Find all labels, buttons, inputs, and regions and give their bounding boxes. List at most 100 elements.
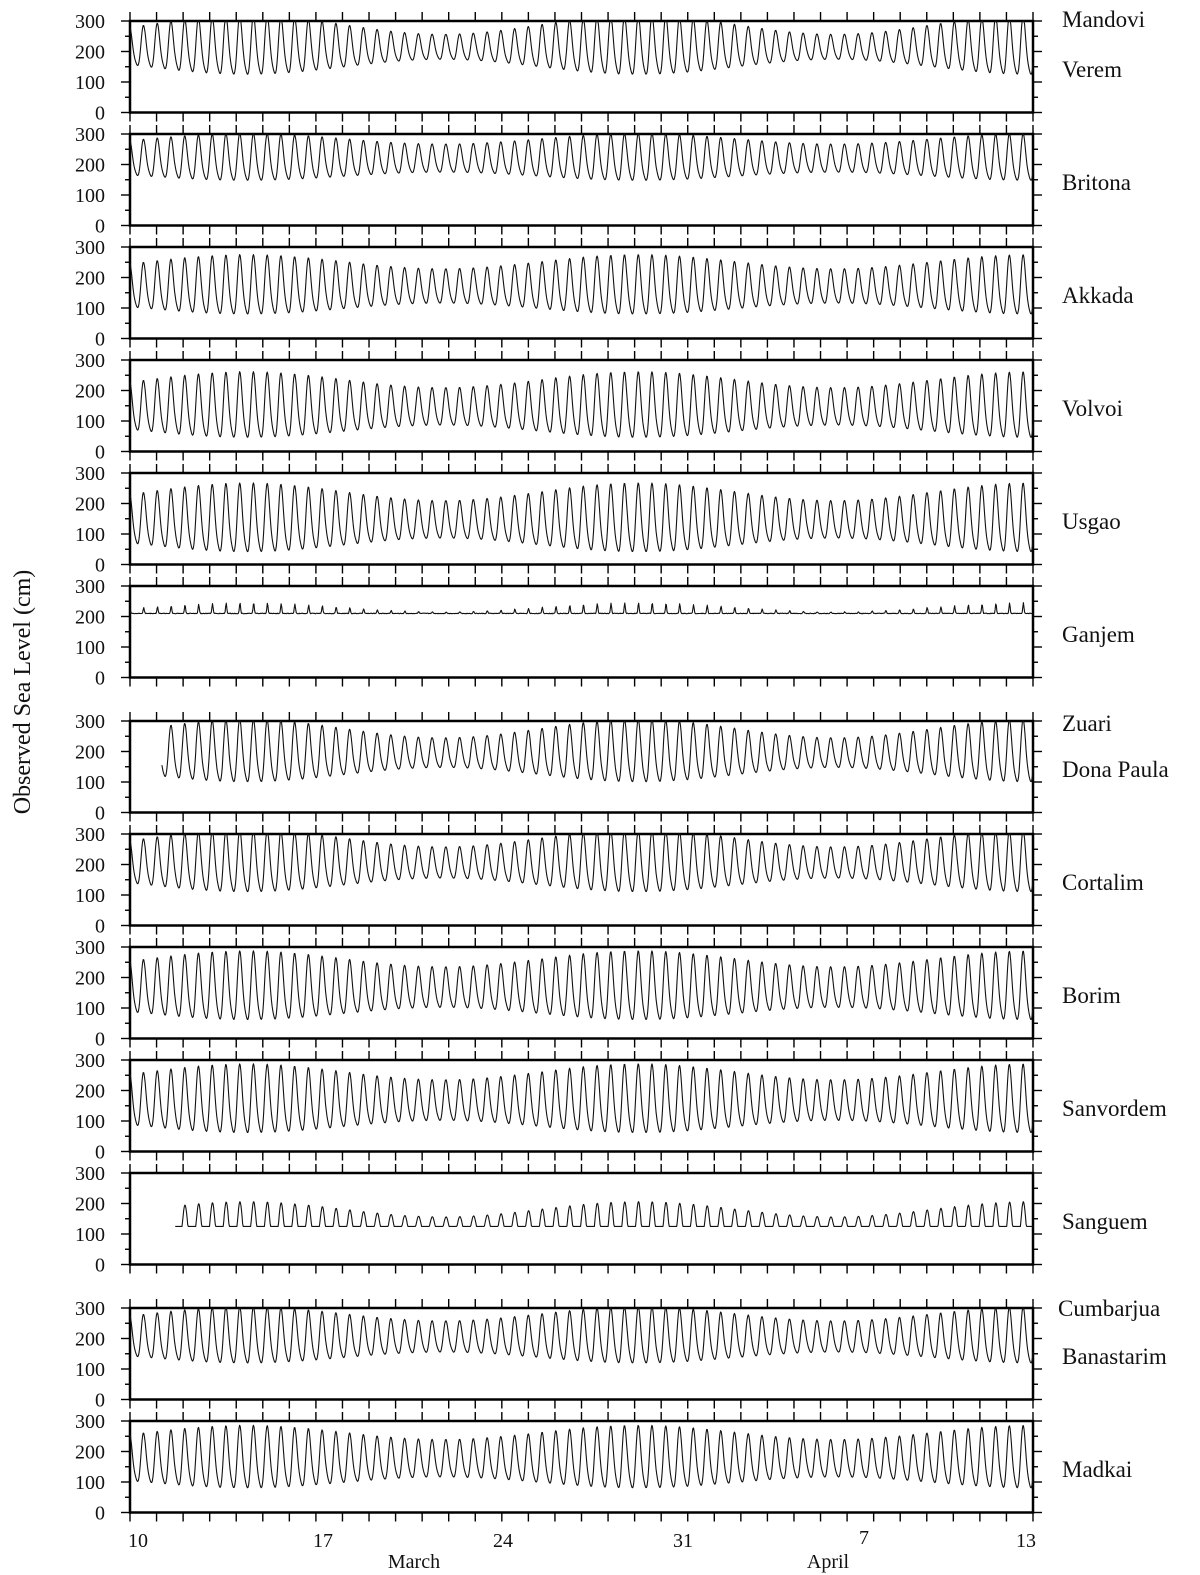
series-line [129,20,1034,75]
station-label: Madkai [1062,1457,1132,1482]
y-tick-label: 100 [75,1224,105,1246]
y-tick-label: 200 [75,1442,105,1464]
y-tick-label: 200 [75,607,105,629]
panel-frame [128,719,1035,814]
y-tick-label: 200 [75,742,105,764]
panel-borim: 0 100 200 300 Borim [75,937,1121,1051]
panel-frame [128,584,1035,679]
y-tick-label: 100 [75,298,105,320]
station-label: Sanguem [1062,1209,1148,1234]
y-tick-label: 100 [75,411,105,433]
group-label-zuari: Zuari [1062,711,1112,736]
y-tick-label: 300 [75,237,105,259]
y-tick-label: 300 [75,11,105,33]
y-tick-label: 300 [75,576,105,598]
x-month-label-march: March [388,1551,440,1573]
panel-sanguem: 0 100 200 300 Sanguem [75,1163,1148,1277]
y-tick-label: 200 [75,1081,105,1103]
y-tick-label: 0 [95,668,105,690]
panel-frame [128,245,1035,340]
x-tick-label-13: 13 [1016,1530,1036,1552]
y-tick-label: 300 [75,1298,105,1320]
panel-verem: 0 100 200 300 Verem [75,11,1122,125]
panel-usgao: 0 100 200 300 Usgao [75,463,1121,577]
panel-frame [128,1171,1035,1266]
series-line [129,833,1034,893]
y-tick-label: 0 [95,1390,105,1412]
y-tick-label: 100 [75,1111,105,1133]
y-tick-label: 100 [75,1472,105,1494]
panel-frame [128,358,1035,453]
y-tick-label: 300 [75,824,105,846]
y-tick-label: 100 [75,185,105,207]
station-label: Verem [1062,57,1122,82]
y-tick-label: 200 [75,968,105,990]
panel-frame [128,1419,1035,1514]
x-month-label-april: April [807,1551,850,1573]
x-axis: 10 17 24 31 7 13 March April [128,1527,1036,1573]
panel-frame [128,1058,1035,1153]
station-label: Volvoi [1062,396,1123,421]
series-line [129,1307,1034,1364]
station-label: Usgao [1062,509,1121,534]
group-label-mandovi: Mandovi [1062,7,1145,32]
y-tick-label: 0 [95,916,105,938]
series-line [129,133,1034,181]
y-tick-label: 200 [75,268,105,290]
panel-banastarim: 0 100 200 300 Banastarim [75,1298,1167,1412]
x-tick-label-10: 10 [128,1530,148,1552]
panel-madkai: 0 100 200 300 Madkai [75,1411,1132,1525]
series-line [175,1201,1033,1227]
y-tick-label: 0 [95,442,105,464]
series-line [129,950,1034,1021]
y-tick-label: 0 [95,103,105,125]
x-tick-label-31: 31 [673,1530,693,1552]
station-label: Akkada [1062,283,1134,308]
panel-cortalim: 0 100 200 300 Cortalim [75,824,1144,938]
y-tick-label: 300 [75,937,105,959]
panel-akkada: 0 100 200 300 Akkada [75,237,1134,351]
station-label: Sanvordem [1062,1096,1167,1121]
x-tick-label-17: 17 [313,1530,333,1552]
y-tick-label: 0 [95,1029,105,1051]
y-tick-label: 300 [75,124,105,146]
y-tick-label: 100 [75,637,105,659]
station-label: Dona Paula [1062,757,1169,782]
y-tick-label: 300 [75,1163,105,1185]
y-tick-label: 0 [95,329,105,351]
station-label: Banastarim [1062,1344,1167,1369]
panel-britona: 0 100 200 300 Britona [75,124,1131,238]
y-tick-label: 300 [75,1050,105,1072]
panel-volvoi: 0 100 200 300 Volvoi [75,350,1123,464]
series-line [129,602,1034,615]
series-line [129,1063,1034,1134]
panel-ganjem: 0 100 200 300 Ganjem [75,576,1135,690]
y-axis-title: Observed Sea Level (cm) [10,570,36,815]
y-tick-label: 200 [75,855,105,877]
series-line [129,371,1034,438]
y-tick-label: 200 [75,42,105,64]
series-line [129,1424,1034,1489]
y-tick-label: 200 [75,494,105,516]
y-tick-label: 0 [95,1503,105,1525]
y-tick-label: 200 [75,1194,105,1216]
y-tick-label: 200 [75,381,105,403]
station-label: Cortalim [1062,870,1144,895]
panel-dona-paula: 0 100 200 300 Dona Paula [75,711,1169,825]
group-labels: Mandovi Zuari Cumbarjua [1058,7,1160,1321]
panel-frame [128,471,1035,566]
group-label-cumbarjua: Cumbarjua [1058,1296,1160,1321]
panels: 0 100 200 300 Verem 0 100 200 300 Britona 0 100 200 3… [75,11,1169,1525]
panel-sanvordem: 0 100 200 300 Sanvordem [75,1050,1167,1164]
y-tick-label: 300 [75,350,105,372]
series-line [129,254,1034,315]
panel-frame [128,945,1035,1040]
y-tick-label: 0 [95,1255,105,1277]
y-tick-label: 0 [95,803,105,825]
station-label: Ganjem [1062,622,1135,647]
series-line [129,482,1034,553]
y-tick-label: 100 [75,885,105,907]
x-tick-label-24: 24 [493,1530,513,1552]
y-tick-label: 100 [75,72,105,94]
y-tick-label: 100 [75,524,105,546]
